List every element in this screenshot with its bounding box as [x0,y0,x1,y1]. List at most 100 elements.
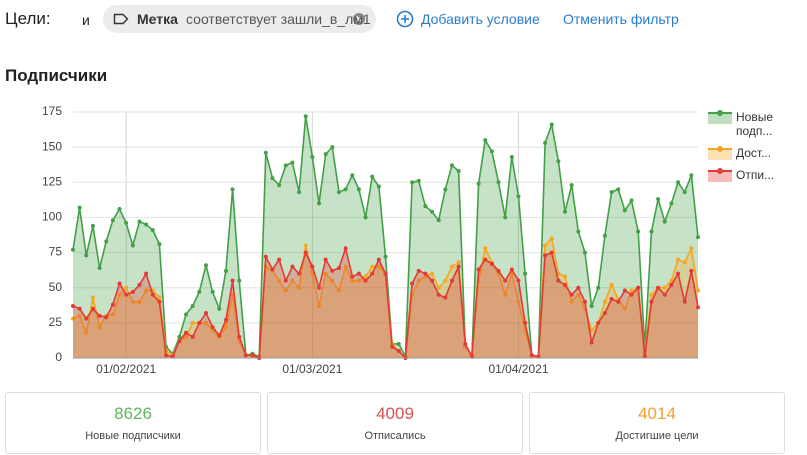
x-tick-label: 01/02/2021 [96,362,156,376]
data-point [609,190,614,195]
legend: Новые подп... Дост... Отпи... [708,110,788,190]
chip-field: Метка [137,11,178,27]
section-title: Подписчики [5,66,108,85]
data-point [616,187,621,192]
data-point [130,299,135,304]
data-point [656,285,661,290]
data-point [71,316,75,321]
filter-conjunction: и [82,12,90,28]
data-point [323,271,328,276]
data-point [629,292,634,297]
add-icon[interactable] [396,10,414,28]
data-point [217,333,222,338]
data-point [689,246,694,251]
data-point [336,266,341,271]
data-point [130,243,135,248]
data-point [184,334,189,339]
remove-icon[interactable] [352,12,366,26]
data-point [449,163,454,168]
data-point [84,330,89,335]
legend-item: Отпи... [708,168,776,182]
data-point [436,218,441,223]
data-point [410,180,415,185]
data-point [662,292,667,297]
data-point [290,264,295,269]
data-point [71,247,75,252]
data-point [602,233,607,238]
data-point [177,339,182,344]
data-point [556,278,561,283]
data-point [443,295,448,300]
y-tick-label: 75 [49,245,63,259]
data-point [97,325,102,330]
data-point [150,292,155,297]
data-point [263,150,268,155]
data-point [297,271,302,276]
summary-card: 4009 Отписались [267,392,523,454]
data-point [376,264,381,269]
data-point [243,353,248,358]
data-point [383,271,388,276]
data-point [556,159,561,164]
data-point [124,285,129,290]
data-point [396,341,401,346]
add-condition[interactable]: Добавить условие [421,11,540,27]
data-point [423,271,428,276]
data-point [516,194,521,199]
data-point [596,285,601,290]
data-point [164,353,169,358]
summary-label: Новые подписчики [85,430,181,442]
data-point [110,312,115,317]
data-point [416,178,421,183]
data-point [157,242,162,247]
chip-text: соответствует зашли_в_лм1 [186,11,371,27]
data-point [589,327,594,332]
data-point [496,180,501,185]
tag-icon [113,13,129,25]
data-point [416,268,421,273]
data-point [317,285,322,290]
filter-chip[interactable] [103,5,376,33]
data-point [443,278,448,283]
data-point [662,285,667,290]
data-point [622,306,627,311]
data-point [117,292,122,297]
data-point [430,209,435,214]
area-fill [73,238,698,358]
data-point [416,278,421,283]
data-point [503,215,508,220]
data-point [343,246,348,251]
data-point [117,281,122,286]
legend-item: Дост... [708,146,776,160]
data-point [483,138,488,143]
data-point [223,268,228,273]
data-point [223,318,228,323]
data-point [84,316,89,321]
data-point [563,209,568,214]
data-point [483,257,488,262]
data-point [177,334,182,339]
data-point [689,268,694,273]
data-point [649,229,654,234]
data-point [436,292,441,297]
x-tick-label: 01/04/2021 [488,362,548,376]
y-tick-label: 100 [42,210,62,224]
data-point [656,197,661,202]
data-point [430,271,435,276]
summary-value: 4014 [638,404,676,423]
data-point [569,292,574,297]
data-point [130,289,135,294]
data-point [383,254,388,259]
legend-label: Дост... [736,146,772,160]
data-point [97,266,102,271]
cancel-filter[interactable]: Отменить фильтр [563,11,679,27]
data-point [549,122,554,127]
data-point [336,288,341,293]
data-point [77,205,82,210]
y-tick-label: 0 [55,350,62,364]
data-point [563,274,568,279]
data-point [370,264,375,269]
data-point [543,253,548,258]
data-point [456,264,461,269]
